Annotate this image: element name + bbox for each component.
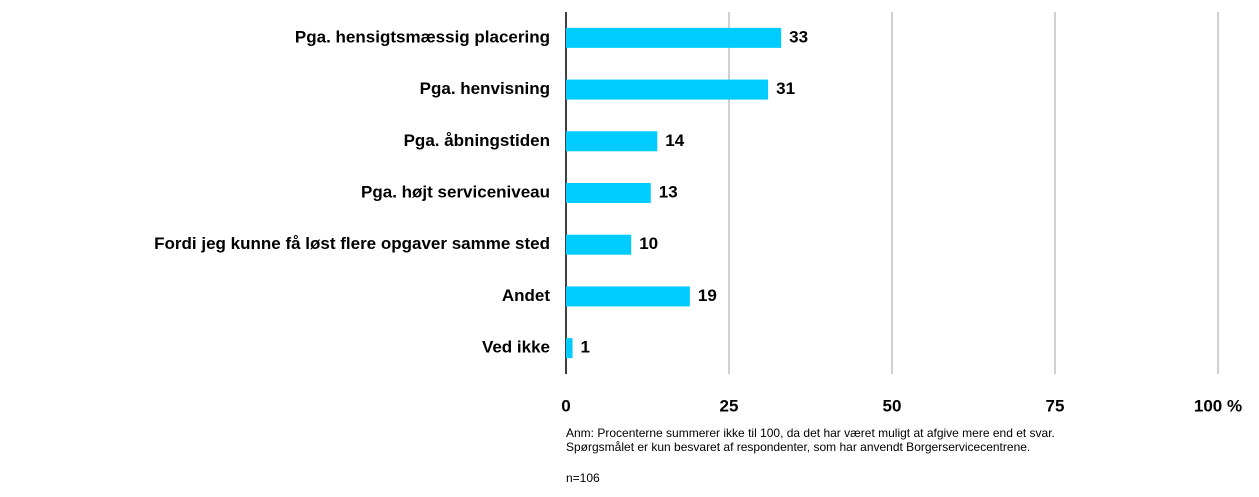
- value-label: 10: [639, 234, 658, 253]
- bar: [566, 79, 769, 100]
- bar: [566, 27, 782, 48]
- category-label: Pga. henvisning: [420, 79, 550, 98]
- bar: [566, 338, 573, 359]
- note: Anm: Procenterne summerer ikke til 100, …: [566, 426, 1055, 440]
- value-label: 13: [659, 182, 678, 201]
- value-label: 33: [789, 27, 808, 46]
- value-label: 19: [698, 286, 717, 305]
- sample-size: n=106: [566, 471, 600, 485]
- x-tick-label: 50: [883, 396, 902, 415]
- value-label: 31: [776, 79, 795, 98]
- category-label: Ved ikke: [482, 338, 550, 357]
- note: Spørgsmålet er kun besvaret af responden…: [566, 440, 1030, 454]
- bar: [566, 183, 651, 203]
- category-label: Fordi jeg kunne få løst flere opgaver sa…: [154, 234, 550, 253]
- category-label: Pga. højt serviceniveau: [361, 182, 550, 201]
- value-label: 14: [665, 131, 684, 150]
- x-tick-label: 25: [720, 396, 739, 415]
- category-label: Pga. hensigtsmæssig placering: [295, 27, 550, 46]
- x-tick-label: 0: [561, 396, 570, 415]
- x-tick-label: 75: [1046, 396, 1065, 415]
- bar: [566, 286, 690, 307]
- category-label: Andet: [502, 286, 551, 305]
- bar: [566, 234, 632, 255]
- value-label: 1: [581, 338, 590, 357]
- category-label: Pga. åbningstiden: [404, 131, 550, 150]
- x-tick-label: 100 %: [1194, 396, 1242, 415]
- bar: [566, 131, 658, 152]
